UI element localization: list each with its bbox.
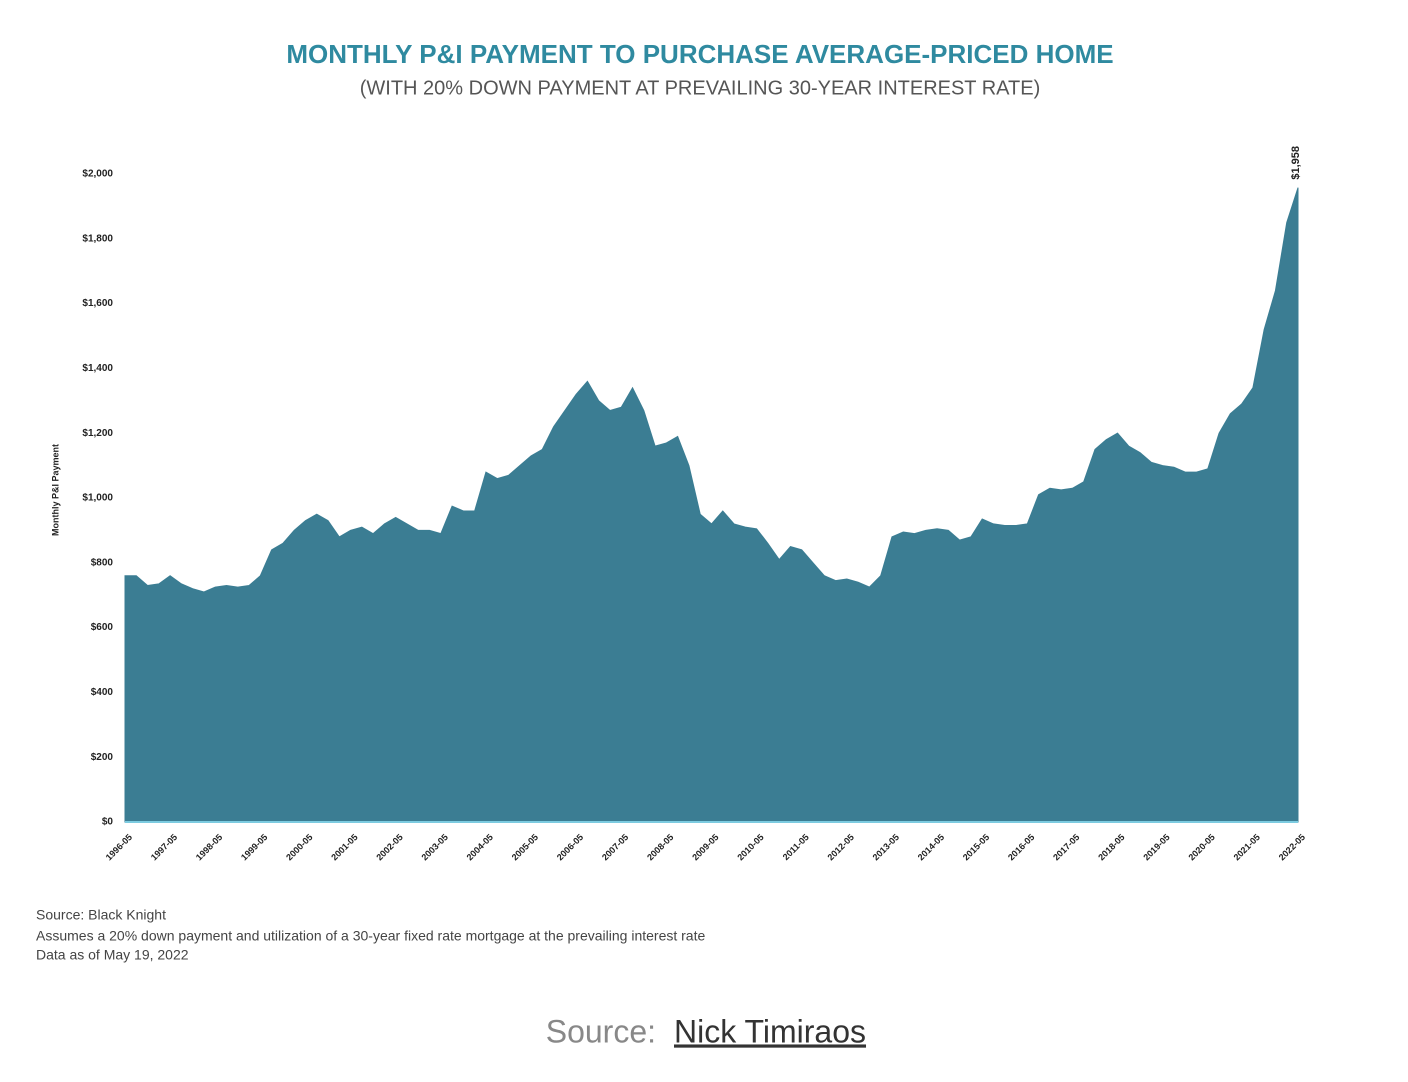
y-tick-label: $800 bbox=[91, 557, 114, 568]
y-tick-label: $1,400 bbox=[82, 363, 113, 374]
x-tick-label: 2007-05 bbox=[600, 832, 630, 862]
y-tick-label: $200 bbox=[91, 752, 114, 763]
note: Assumes a 20% down payment and utilizati… bbox=[36, 928, 705, 944]
x-tick-label: 2008-05 bbox=[645, 832, 675, 862]
y-tick-label: $400 bbox=[91, 687, 114, 698]
x-tick-label: 2010-05 bbox=[735, 832, 765, 862]
y-tick-label: $1,800 bbox=[82, 233, 113, 244]
y-tick-label: $1,600 bbox=[82, 298, 113, 309]
chart-title: MONTHLY P&I PAYMENT TO PURCHASE AVERAGE-… bbox=[286, 39, 1113, 69]
note: Data as of May 19, 2022 bbox=[36, 947, 189, 963]
x-tick-label: 1999-05 bbox=[239, 832, 269, 862]
x-tick-label: 2004-05 bbox=[465, 832, 495, 862]
y-tick-label: $0 bbox=[102, 817, 114, 828]
y-tick-label: $2,000 bbox=[82, 169, 113, 180]
x-tick-label: 2001-05 bbox=[329, 832, 359, 862]
x-tick-label: 2002-05 bbox=[374, 832, 404, 862]
area bbox=[124, 187, 1299, 823]
y-tick-label: $1,000 bbox=[82, 493, 113, 504]
x-tick-label: 2009-05 bbox=[690, 832, 720, 862]
y-tick-label: $600 bbox=[91, 622, 114, 633]
credit-prefix: Source: bbox=[546, 1013, 656, 1049]
x-tick-label: 2014-05 bbox=[916, 832, 946, 862]
x-tick-label: 1997-05 bbox=[149, 832, 179, 862]
x-tick-label: 2006-05 bbox=[555, 832, 585, 862]
note: Source: Black Knight bbox=[36, 907, 166, 923]
chart-subtitle: (WITH 20% DOWN PAYMENT AT PREVAILING 30-… bbox=[360, 77, 1041, 99]
x-tick-label: 2017-05 bbox=[1051, 832, 1081, 862]
y-tick-label: $1,200 bbox=[82, 428, 113, 439]
x-tick-label: 2013-05 bbox=[871, 832, 901, 862]
x-tick-label: 2011-05 bbox=[781, 832, 811, 862]
x-tick-label: 2022-05 bbox=[1277, 832, 1307, 862]
x-tick-label: 2021-05 bbox=[1232, 832, 1262, 862]
credit-link[interactable]: Nick Timiraos bbox=[674, 1013, 866, 1049]
data-label: $1,958 bbox=[1290, 146, 1302, 180]
x-tick-label: 1998-05 bbox=[194, 832, 224, 862]
y-axis-label: Monthly P&I Payment bbox=[50, 444, 60, 536]
x-tick-label: 2019-05 bbox=[1141, 832, 1171, 862]
x-tick-label: 2020-05 bbox=[1186, 832, 1216, 862]
x-tick-label: 2012-05 bbox=[826, 832, 856, 862]
x-tick-label: 2018-05 bbox=[1096, 832, 1126, 862]
x-tick-label: 2003-05 bbox=[419, 832, 449, 862]
x-tick-label: 1996-05 bbox=[104, 832, 134, 862]
x-tick-label: 2000-05 bbox=[284, 832, 314, 862]
x-tick-label: 2005-05 bbox=[510, 832, 540, 862]
x-tick-label: 2015-05 bbox=[961, 832, 991, 862]
x-tick-label: 2016-05 bbox=[1006, 832, 1036, 862]
